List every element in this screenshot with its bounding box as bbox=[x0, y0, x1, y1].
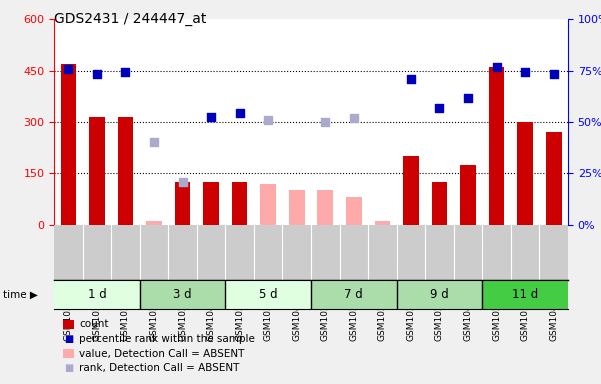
Bar bbox=[54, 280, 139, 309]
Point bbox=[349, 116, 359, 122]
Bar bbox=[432, 182, 447, 225]
Point bbox=[235, 110, 245, 116]
Text: 1 d: 1 d bbox=[88, 288, 106, 301]
Text: 9 d: 9 d bbox=[430, 288, 449, 301]
Text: value, Detection Call = ABSENT: value, Detection Call = ABSENT bbox=[79, 349, 245, 359]
Text: 7 d: 7 d bbox=[344, 288, 363, 301]
Bar bbox=[482, 280, 568, 309]
Bar bbox=[89, 117, 105, 225]
Point bbox=[435, 105, 444, 111]
Bar bbox=[61, 64, 76, 225]
Text: count: count bbox=[79, 319, 109, 329]
Bar bbox=[289, 190, 305, 225]
Point bbox=[64, 66, 73, 72]
Text: ■: ■ bbox=[64, 363, 73, 373]
Bar bbox=[203, 182, 219, 225]
Point bbox=[178, 179, 188, 185]
Point bbox=[549, 71, 558, 77]
Bar bbox=[397, 280, 482, 309]
Text: percentile rank within the sample: percentile rank within the sample bbox=[79, 334, 255, 344]
Point bbox=[149, 139, 159, 146]
Text: ■: ■ bbox=[64, 334, 73, 344]
Bar bbox=[374, 221, 390, 225]
Point bbox=[320, 119, 330, 125]
Point bbox=[121, 69, 130, 75]
Bar bbox=[346, 197, 362, 225]
Text: time ▶: time ▶ bbox=[3, 290, 38, 300]
Text: rank, Detection Call = ABSENT: rank, Detection Call = ABSENT bbox=[79, 363, 240, 373]
Bar bbox=[139, 280, 225, 309]
Bar bbox=[118, 117, 133, 225]
Point bbox=[463, 95, 473, 101]
Bar bbox=[517, 122, 533, 225]
Bar bbox=[311, 280, 397, 309]
Point bbox=[406, 76, 416, 82]
Bar bbox=[260, 184, 276, 225]
Bar bbox=[225, 280, 311, 309]
Text: 3 d: 3 d bbox=[173, 288, 192, 301]
Point bbox=[520, 69, 530, 75]
Point bbox=[263, 117, 273, 123]
Bar bbox=[175, 182, 191, 225]
Bar bbox=[546, 132, 561, 225]
Point bbox=[92, 71, 102, 77]
Bar bbox=[317, 190, 333, 225]
Text: 11 d: 11 d bbox=[512, 288, 538, 301]
Bar bbox=[403, 156, 419, 225]
Bar bbox=[489, 67, 504, 225]
Bar bbox=[460, 165, 476, 225]
Point bbox=[492, 64, 501, 70]
Bar bbox=[146, 221, 162, 225]
Text: 5 d: 5 d bbox=[259, 288, 278, 301]
Text: GDS2431 / 244447_at: GDS2431 / 244447_at bbox=[54, 12, 207, 25]
Bar bbox=[232, 182, 248, 225]
Point bbox=[206, 114, 216, 120]
